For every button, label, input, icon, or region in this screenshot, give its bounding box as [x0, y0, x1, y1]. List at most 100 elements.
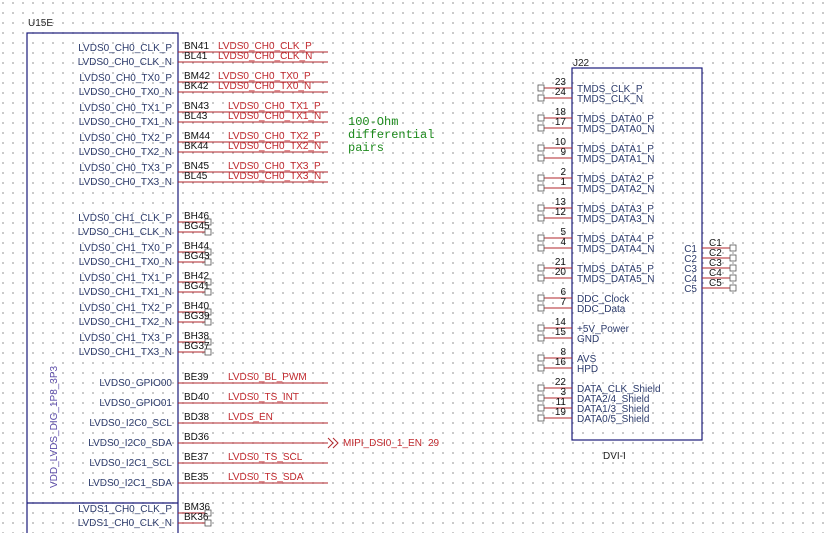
- u15e-pin-name: LVDS0_CH0_CLK_N: [78, 57, 172, 68]
- u15e-pin-name: LVDS0_CH0_TX3_N: [79, 177, 172, 188]
- j22-pin-name: DATA1/3_Shield: [577, 404, 649, 415]
- u15e-body[interactable]: [26, 32, 179, 533]
- j22-pin-number: 4: [560, 237, 566, 248]
- no-connect-marker: [537, 144, 545, 152]
- j22-pin-name: TMDS_DATA0_N: [577, 124, 654, 135]
- no-connect-marker: [204, 509, 212, 517]
- j22-pin-number: 14: [555, 317, 567, 328]
- j22-body[interactable]: [571, 67, 703, 441]
- no-connect-marker: [537, 204, 545, 212]
- u15e-pin-number: BD36: [184, 432, 209, 443]
- j22-pin-number: C1: [709, 238, 722, 249]
- u15e-pin-number: BH40: [184, 301, 209, 312]
- no-connect-marker: [204, 519, 212, 527]
- no-connect-marker: [729, 274, 737, 282]
- u15e-pin-name: LVDS0_CH0_TX1_N: [79, 117, 172, 128]
- no-connect-marker: [537, 94, 545, 102]
- j22-pin-number: 2: [560, 167, 566, 178]
- j22-pin-name: TMDS_DATA0_P: [577, 114, 654, 125]
- u15e-pin-name: LVDS0_CH1_TX2_P: [79, 303, 172, 314]
- u15e-refdes: U15E: [28, 18, 53, 29]
- j22-pin-number: C4: [709, 268, 722, 279]
- j22-pin-name: TMDS_DATA1_N: [577, 154, 654, 165]
- no-connect-marker: [204, 308, 212, 316]
- u15e-pin-number: BL41: [184, 51, 208, 62]
- u15e-pin-name: LVDS0_CH0_CLK_P: [78, 43, 172, 54]
- u15e-pin-name: LVDS0_CH1_TX0_P: [79, 243, 172, 254]
- no-connect-marker: [729, 244, 737, 252]
- no-connect-marker: [537, 334, 545, 342]
- j22-pin-number: 12: [555, 207, 567, 218]
- j22-pin-number: C3: [709, 258, 722, 269]
- net-label: LVDS0_TS_SDA: [228, 472, 304, 483]
- no-connect-marker: [204, 318, 212, 326]
- u15e-pin-name: LVDS0_GPIO00: [99, 378, 172, 389]
- u15e-pin-name: LVDS0_CH0_TX1_P: [79, 103, 172, 114]
- u15e-power-label: VDD_LVDS_DIG_1P8_3P3: [49, 365, 60, 488]
- j22-pin-name: TMDS_DATA3_N: [577, 214, 654, 225]
- u15e-pin-name: LVDS0_I2C0_SCL: [89, 418, 172, 429]
- u15e-pin-name: LVDS0_GPIO01: [99, 398, 172, 409]
- u15e-pin-number: BG45: [184, 221, 210, 232]
- u15e-pin-name: LVDS0_CH0_TX2_P: [79, 133, 172, 144]
- annotation-text: pairs: [348, 141, 384, 155]
- net-label: LVDS0_CH0_TX1_P: [228, 101, 321, 112]
- net-label: LVDS0_CH0_CLK_P: [218, 41, 312, 52]
- no-connect-marker: [537, 384, 545, 392]
- net-label: LVDS0_TS_INT: [228, 392, 299, 403]
- j22-pin-number: 17: [555, 117, 567, 128]
- j22-pin-name: C2: [684, 254, 697, 265]
- j22-pin-name: TMDS_CLK_N: [577, 94, 643, 105]
- no-connect-marker: [537, 404, 545, 412]
- net-label: LVDS_EN: [228, 412, 273, 423]
- no-connect-marker: [537, 274, 545, 282]
- j22-pin-name: AVS: [577, 354, 597, 365]
- net-label: LVDS0_CH0_TX0_N: [218, 81, 311, 92]
- j22-pin-name: DDC_Data: [577, 304, 626, 315]
- j22-pin-name: C1: [684, 244, 697, 255]
- j22-pin-name: TMDS_DATA3_P: [577, 204, 654, 215]
- j22-pin-number: 16: [555, 357, 567, 368]
- u15e-pin-name: LVDS0_CH1_CLK_P: [78, 213, 172, 224]
- j22-pin-number: 5: [560, 227, 566, 238]
- u15e-pin-name: LVDS0_CH0_TX3_P: [79, 163, 172, 174]
- u15e-pin-number: BK42: [184, 81, 209, 92]
- offpage-net-label: MIPI_DSI0_1_EN: [343, 438, 422, 449]
- j22-pin-name: DATA0/5_Shield: [577, 414, 649, 425]
- u15e-pin-number: BM42: [184, 71, 211, 82]
- net-label: LVDS0_CH0_TX0_P: [218, 71, 311, 82]
- j22-pin-number: 11: [556, 397, 567, 408]
- offpage-connector-icon[interactable]: [327, 437, 339, 449]
- u15e-pin-name: LVDS0_CH1_CLK_N: [78, 227, 172, 238]
- no-connect-marker: [537, 84, 545, 92]
- no-connect-marker: [204, 248, 212, 256]
- u15e-pin-name: LVDS0_I2C1_SCL: [89, 458, 172, 469]
- j22-pin-name: GND: [577, 334, 599, 345]
- j22-pin-number: 10: [555, 137, 567, 148]
- j22-pin-number: 15: [555, 327, 567, 338]
- j22-pin-number: 22: [555, 377, 567, 388]
- u15e-pin-number: BG37: [184, 341, 210, 352]
- j22-pin-name: +5V_Power: [577, 324, 630, 335]
- j22-pin-number: 18: [555, 107, 567, 118]
- j22-pin-number: 13: [555, 197, 567, 208]
- u15e-pin-number: BK44: [184, 141, 209, 152]
- j22-pin-number: 19: [555, 407, 567, 418]
- no-connect-marker: [204, 338, 212, 346]
- u15e-pin-name: LVDS0_I2C1_SDA: [88, 478, 172, 489]
- j22-pin-name: TMDS_DATA1_P: [577, 144, 654, 155]
- u15e-pin-number: BN41: [184, 41, 209, 52]
- u15e-pin-name: LVDS0_I2C0_SDA: [88, 438, 172, 449]
- u15e-pin-name: LVDS0_CH0_TX0_N: [79, 87, 172, 98]
- no-connect-marker: [537, 354, 545, 362]
- no-connect-marker: [537, 124, 545, 132]
- u15e-pin-number: BD40: [184, 392, 209, 403]
- j22-pin-name: HPD: [577, 364, 598, 375]
- u15e-pin-number: BG39: [184, 311, 210, 322]
- u15e-pin-name: LVDS0_CH1_TX0_N: [79, 257, 172, 268]
- no-connect-marker: [537, 414, 545, 422]
- j22-pin-number: 24: [555, 87, 567, 98]
- no-connect-marker: [204, 348, 212, 356]
- j22-pin-name: C5: [684, 284, 697, 295]
